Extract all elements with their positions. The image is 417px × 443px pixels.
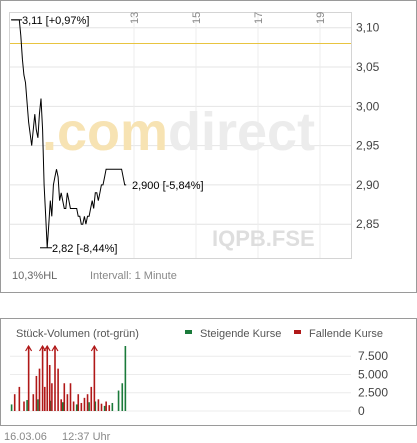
last-label: 2,900 [-5,84%] [132, 180, 204, 192]
volume-bar-up [111, 402, 114, 411]
volume-bar-up [26, 400, 28, 411]
price-plot-frame [9, 12, 352, 259]
volume-bar-down [63, 383, 66, 411]
volume-bars [10, 344, 127, 411]
price-y-tick-label: 3,10 [356, 21, 380, 35]
watermark-direct: direct [168, 102, 315, 162]
volume-bar-down [105, 401, 107, 411]
volume-bar-down [38, 368, 41, 411]
low-label: 2,82 [-8,44%] [52, 243, 117, 255]
volume-title: Stück-Volumen (rot-grün) [16, 328, 139, 340]
volume-bar-down [23, 401, 25, 411]
volume-bar-down [83, 397, 86, 411]
volume-bar-down [100, 403, 103, 411]
price-panel-frame [0, 0, 417, 293]
price-x-tick-label: 17 [253, 12, 265, 24]
volume-bar-down [18, 386, 21, 411]
volume-bar-down [108, 405, 111, 411]
volume-overflow-arrow [25, 344, 33, 352]
volume-bar-up [117, 390, 120, 411]
volume-bar-down [77, 394, 80, 411]
volume-y-tick-label: 2.500 [358, 386, 388, 400]
watermark-com: .com [42, 102, 168, 162]
volume-y-tick-label: 0 [358, 404, 365, 418]
legend-up-label: Steigende Kurse [200, 328, 281, 340]
volume-overflow-arrow [43, 344, 51, 352]
price-y-tick-label: 2,90 [356, 178, 380, 192]
price-x-tick-label: 13 [129, 12, 141, 24]
volume-bar-down [86, 394, 89, 411]
volume-y-tick-label: 7.500 [358, 349, 388, 363]
high-label: 3,11 [+0,97%] [22, 15, 89, 27]
volume-bar-down [51, 383, 53, 411]
price-x-tick-label: 19 [315, 12, 327, 24]
volume-bar-up [124, 346, 127, 411]
volume-bar-down [43, 386, 46, 411]
volume-bar-up [61, 402, 64, 411]
volume-bar-down [35, 375, 38, 411]
volume-bar-up [103, 405, 106, 411]
volume-bar-up [94, 401, 97, 411]
volume-bar-down [46, 346, 49, 411]
volume-bar-down [27, 346, 30, 411]
interval-label: Intervall: 1 Minute [90, 270, 177, 282]
volume-bar-up [37, 399, 39, 411]
volume-bar-down [48, 364, 51, 411]
legend-down-swatch [294, 330, 301, 334]
legend-up-swatch [185, 330, 192, 334]
volume-y-tick-label: 5.000 [358, 367, 388, 381]
volume-bar-up [88, 402, 90, 411]
volume-bar-up [75, 404, 78, 411]
volume-bar-down [80, 402, 83, 411]
volume-bar-down [66, 394, 69, 411]
footer-date: 16.03.06 [4, 431, 47, 443]
price-y-ticks: 3,10 3,05 3,00 2,95 2,90 2,85 [356, 21, 380, 231]
volume-bar-down [13, 394, 16, 411]
volume-bar-down [93, 346, 96, 411]
volume-overflow-arrow [51, 344, 59, 352]
price-grid [10, 12, 351, 258]
footer-time: 12:37 Uhr [62, 431, 111, 443]
range-label: 10,3%HL [12, 270, 57, 282]
price-x-tick-label: 15 [191, 12, 203, 24]
volume-overflow-arrow [90, 344, 98, 352]
watermark-symbol: IQPB.FSE [212, 226, 315, 251]
price-x-ticks: 13 15 17 19 [129, 12, 327, 24]
legend-down-label: Fallende Kurse [309, 328, 383, 340]
volume-bar-down [41, 346, 44, 411]
volume-bar-down [72, 401, 75, 411]
volume-bar-down [60, 399, 62, 411]
volume-y-ticks: 7.500 5.000 2.500 0 [358, 349, 388, 418]
volume-bar-down [69, 383, 72, 411]
volume-bar-up [10, 404, 13, 411]
volume-bar-down [90, 386, 93, 411]
volume-bar-up [121, 383, 124, 411]
price-line [11, 19, 127, 248]
volume-bar-down [32, 394, 35, 411]
volume-bar-down [57, 368, 59, 411]
price-y-tick-label: 2,95 [356, 139, 380, 153]
volume-bar-down [97, 399, 100, 411]
price-y-tick-label: 3,05 [356, 60, 380, 74]
volume-bar-down [54, 346, 56, 411]
price-y-tick-label: 2,85 [356, 217, 380, 231]
price-y-tick-label: 3,00 [356, 99, 380, 113]
